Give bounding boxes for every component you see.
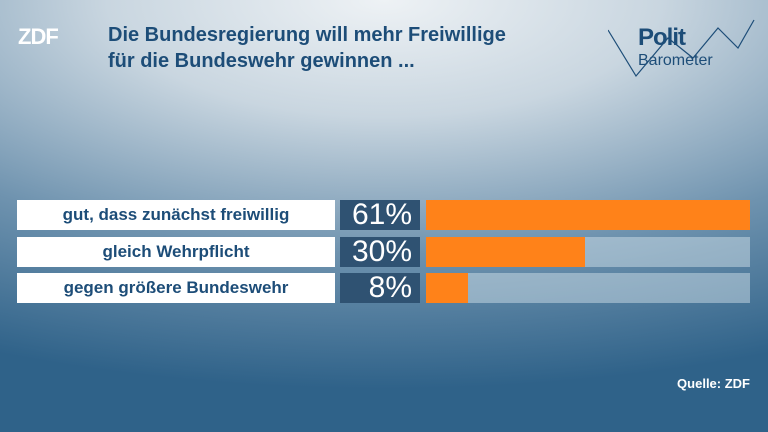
brand-lines [608, 19, 755, 78]
category-label: gut, dass zunächst freiwillig [17, 200, 335, 230]
bar [426, 273, 469, 303]
value-label: 30% [340, 237, 420, 267]
bar-track [426, 200, 750, 230]
value-label: 8% [340, 273, 420, 303]
bar [426, 200, 750, 230]
logo: ZDF [18, 24, 59, 49]
bar-track [426, 237, 750, 267]
title-line: für die Bundeswehr gewinnen ... [108, 50, 415, 72]
value-label: 61% [340, 200, 420, 230]
source: Quelle: ZDF [677, 376, 750, 391]
brand-text: Barometer [638, 52, 713, 69]
category-label: gegen größere Bundeswehr [17, 273, 335, 303]
brand-logo: Polit Barometer [608, 18, 758, 78]
chart-title: Die Bundesregierung will mehr Freiwillig… [108, 22, 506, 74]
bar-track [426, 273, 750, 303]
category-label: gleich Wehrpflicht [17, 237, 335, 267]
brand-text: Polit [638, 24, 686, 51]
title-line: Die Bundesregierung will mehr Freiwillig… [108, 24, 506, 46]
bar [426, 237, 586, 267]
